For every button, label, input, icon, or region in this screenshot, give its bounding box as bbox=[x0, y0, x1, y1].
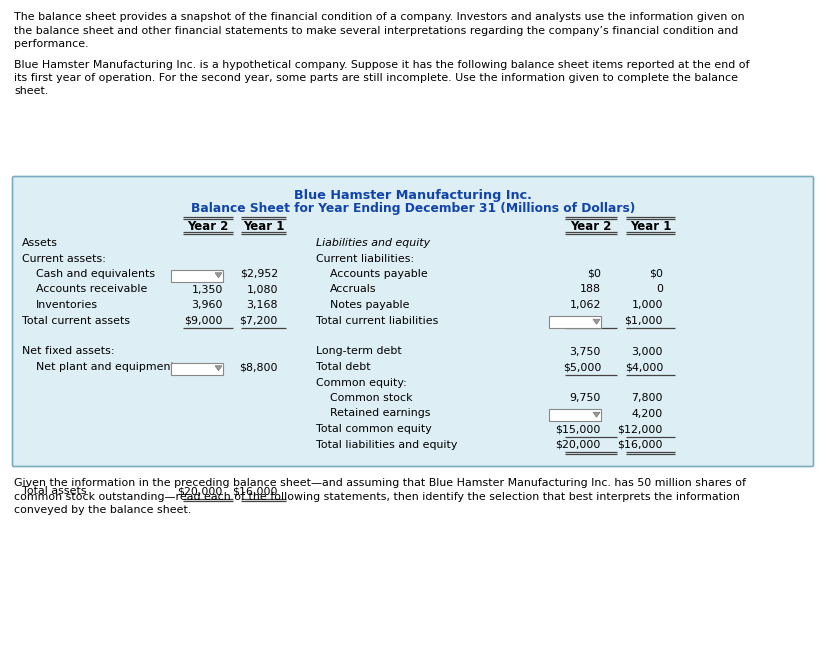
Polygon shape bbox=[215, 273, 222, 278]
Text: 3,000: 3,000 bbox=[632, 346, 663, 357]
Text: $9,000: $9,000 bbox=[184, 316, 223, 325]
Text: 3,750: 3,750 bbox=[570, 346, 601, 357]
Text: Assets: Assets bbox=[22, 238, 58, 248]
Text: sheet.: sheet. bbox=[14, 87, 48, 96]
Text: common stock outstanding—read each of the following statements, then identify th: common stock outstanding—read each of th… bbox=[14, 492, 740, 501]
Text: $8,800: $8,800 bbox=[240, 362, 278, 372]
Text: $16,000: $16,000 bbox=[618, 439, 663, 449]
Text: conveyed by the balance sheet.: conveyed by the balance sheet. bbox=[14, 505, 192, 515]
Bar bbox=[171, 270, 223, 282]
Bar bbox=[549, 409, 601, 421]
Text: Year 1: Year 1 bbox=[630, 220, 672, 233]
Text: 3,960: 3,960 bbox=[192, 300, 223, 310]
Text: Cash and equivalents: Cash and equivalents bbox=[36, 269, 155, 279]
Text: Accounts receivable: Accounts receivable bbox=[36, 284, 147, 295]
Text: Accounts payable: Accounts payable bbox=[330, 269, 428, 279]
Text: $20,000: $20,000 bbox=[556, 439, 601, 449]
Text: $15,000: $15,000 bbox=[556, 424, 601, 434]
Polygon shape bbox=[215, 366, 222, 371]
Text: Current assets:: Current assets: bbox=[22, 254, 106, 263]
Text: 9,750: 9,750 bbox=[570, 393, 601, 403]
Text: Blue Hamster Manufacturing Inc. is a hypothetical company. Suppose it has the fo: Blue Hamster Manufacturing Inc. is a hyp… bbox=[14, 59, 749, 70]
Text: Current liabilities:: Current liabilities: bbox=[316, 254, 414, 263]
Text: Inventories: Inventories bbox=[36, 300, 98, 310]
Text: Net fixed assets:: Net fixed assets: bbox=[22, 346, 115, 357]
Text: Retained earnings: Retained earnings bbox=[330, 409, 430, 419]
Text: $5,000: $5,000 bbox=[563, 362, 601, 372]
Text: Total debt: Total debt bbox=[316, 362, 371, 372]
Text: $12,000: $12,000 bbox=[618, 424, 663, 434]
Text: $7,200: $7,200 bbox=[240, 316, 278, 325]
Text: performance.: performance. bbox=[14, 39, 88, 49]
Text: Common equity:: Common equity: bbox=[316, 378, 406, 387]
Text: 1,062: 1,062 bbox=[570, 300, 601, 310]
Text: Notes payable: Notes payable bbox=[330, 300, 410, 310]
Text: $20,000: $20,000 bbox=[178, 486, 223, 496]
Text: Total assets: Total assets bbox=[22, 486, 87, 496]
Text: Total current assets: Total current assets bbox=[22, 316, 131, 325]
Text: Total current liabilities: Total current liabilities bbox=[316, 316, 439, 325]
Text: 0: 0 bbox=[656, 284, 663, 295]
Text: the balance sheet and other financial statements to make several interpretations: the balance sheet and other financial st… bbox=[14, 25, 738, 35]
FancyBboxPatch shape bbox=[12, 177, 814, 466]
Text: 1,080: 1,080 bbox=[246, 284, 278, 295]
Text: Accruals: Accruals bbox=[330, 284, 377, 295]
Text: 1,000: 1,000 bbox=[632, 300, 663, 310]
Text: $0: $0 bbox=[587, 269, 601, 279]
Text: $2,952: $2,952 bbox=[240, 269, 278, 279]
Text: its first year of operation. For the second year, some parts are still incomplet: its first year of operation. For the sec… bbox=[14, 73, 738, 83]
Text: 3,168: 3,168 bbox=[246, 300, 278, 310]
Text: $1,000: $1,000 bbox=[624, 316, 663, 325]
Text: $4,000: $4,000 bbox=[624, 362, 663, 372]
Text: Common stock: Common stock bbox=[330, 393, 412, 403]
Text: Blue Hamster Manufacturing Inc.: Blue Hamster Manufacturing Inc. bbox=[294, 189, 532, 202]
Text: Total common equity: Total common equity bbox=[316, 424, 432, 434]
Polygon shape bbox=[593, 412, 600, 417]
Text: Year 1: Year 1 bbox=[244, 220, 285, 233]
Text: 188: 188 bbox=[580, 284, 601, 295]
Text: Year 2: Year 2 bbox=[570, 220, 612, 233]
Text: 7,800: 7,800 bbox=[632, 393, 663, 403]
Text: Balance Sheet for Year Ending December 31 (Millions of Dollars): Balance Sheet for Year Ending December 3… bbox=[191, 202, 635, 215]
Text: Year 2: Year 2 bbox=[188, 220, 229, 233]
Text: $0: $0 bbox=[649, 269, 663, 279]
Bar bbox=[171, 363, 223, 375]
Text: 4,200: 4,200 bbox=[632, 409, 663, 419]
Text: Net plant and equipment: Net plant and equipment bbox=[36, 362, 175, 372]
Bar bbox=[549, 316, 601, 328]
Polygon shape bbox=[593, 319, 600, 324]
Text: 1,350: 1,350 bbox=[192, 284, 223, 295]
Text: Given the information in the preceding balance sheet—and assuming that Blue Hams: Given the information in the preceding b… bbox=[14, 478, 746, 488]
Text: Liabilities and equity: Liabilities and equity bbox=[316, 238, 430, 248]
Text: The balance sheet provides a snapshot of the financial condition of a company. I: The balance sheet provides a snapshot of… bbox=[14, 12, 744, 22]
Text: Long-term debt: Long-term debt bbox=[316, 346, 401, 357]
Text: Total liabilities and equity: Total liabilities and equity bbox=[316, 439, 458, 449]
Text: $16,000: $16,000 bbox=[232, 486, 278, 496]
